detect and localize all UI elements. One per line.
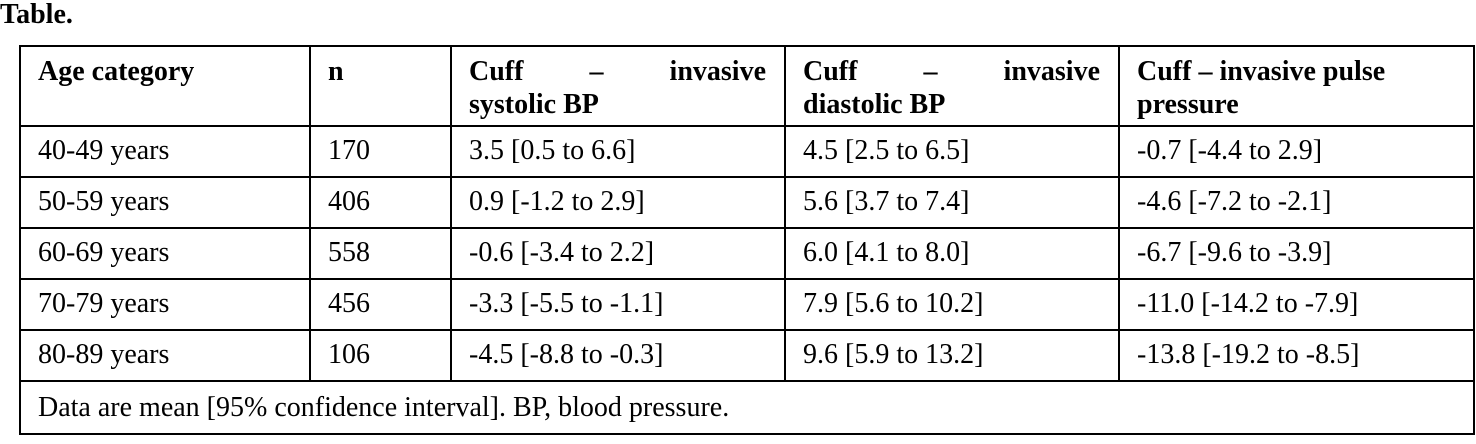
cell-diastolic-bp: 6.0 [4.1 to 8.0] (784, 227, 1120, 280)
header-diastolic-bp: Cuff – invasive diastolic BP (784, 45, 1120, 127)
cell-n: 406 (309, 176, 452, 229)
cell-pulse-pressure: -4.6 [-7.2 to -2.1] (1118, 176, 1475, 229)
cell-n: 106 (309, 329, 452, 382)
table-row: 50-59 years 406 0.9 [-1.2 to 2.9] 5.6 [3… (19, 176, 1475, 229)
header-n: n (309, 45, 452, 127)
header-diastolic-bp-line1: Cuff – invasive (803, 56, 1100, 87)
cell-age-category: 60-69 years (19, 227, 311, 280)
cell-pulse-pressure: -11.0 [-14.2 to -7.9] (1118, 278, 1475, 331)
cell-n: 456 (309, 278, 452, 331)
cell-diastolic-bp: 7.9 [5.6 to 10.2] (784, 278, 1120, 331)
table-row: 80-89 years 106 -4.5 [-8.8 to -0.3] 9.6 … (19, 329, 1475, 382)
cell-pulse-pressure: -13.8 [-19.2 to -8.5] (1118, 329, 1475, 382)
table-caption: Table. (0, 0, 73, 30)
cell-pulse-pressure: -6.7 [-9.6 to -3.9] (1118, 227, 1475, 280)
table-header-row: Age category n Cuff – invasive systolic … (19, 45, 1475, 127)
cell-pulse-pressure: -0.7 [-4.4 to 2.9] (1118, 125, 1475, 178)
table-row: 60-69 years 558 -0.6 [-3.4 to 2.2] 6.0 [… (19, 227, 1475, 280)
cell-n: 558 (309, 227, 452, 280)
results-table: Age category n Cuff – invasive systolic … (19, 45, 1475, 435)
header-pulse-pressure-line2: pressure (1137, 89, 1239, 120)
table-row: 70-79 years 456 -3.3 [-5.5 to -1.1] 7.9 … (19, 278, 1475, 331)
table-footnote: Data are mean [95% confidence interval].… (19, 380, 1475, 435)
cell-age-category: 50-59 years (19, 176, 311, 229)
cell-systolic-bp: -3.3 [-5.5 to -1.1] (450, 278, 786, 331)
header-pulse-pressure: Cuff – invasive pulse pressure (1118, 45, 1475, 127)
header-diastolic-bp-line2: diastolic BP (803, 89, 946, 120)
cell-diastolic-bp: 4.5 [2.5 to 6.5] (784, 125, 1120, 178)
cell-age-category: 80-89 years (19, 329, 311, 382)
cell-systolic-bp: 3.5 [0.5 to 6.6] (450, 125, 786, 178)
cell-age-category: 40-49 years (19, 125, 311, 178)
cell-systolic-bp: 0.9 [-1.2 to 2.9] (450, 176, 786, 229)
header-systolic-bp-line2: systolic BP (469, 89, 599, 120)
header-age-category-text: Age category (38, 56, 195, 87)
cell-age-category: 70-79 years (19, 278, 311, 331)
header-n-text: n (328, 56, 344, 87)
cell-systolic-bp: -4.5 [-8.8 to -0.3] (450, 329, 786, 382)
cell-n: 170 (309, 125, 452, 178)
cell-diastolic-bp: 5.6 [3.7 to 7.4] (784, 176, 1120, 229)
header-age-category: Age category (19, 45, 311, 127)
header-systolic-bp: Cuff – invasive systolic BP (450, 45, 786, 127)
table-row: 40-49 years 170 3.5 [0.5 to 6.6] 4.5 [2.… (19, 125, 1475, 178)
cell-diastolic-bp: 9.6 [5.9 to 13.2] (784, 329, 1120, 382)
header-pulse-pressure-line1: Cuff – invasive pulse (1137, 56, 1386, 87)
cell-systolic-bp: -0.6 [-3.4 to 2.2] (450, 227, 786, 280)
header-systolic-bp-line1: Cuff – invasive (469, 56, 766, 87)
table-footnote-row: Data are mean [95% confidence interval].… (19, 380, 1475, 435)
